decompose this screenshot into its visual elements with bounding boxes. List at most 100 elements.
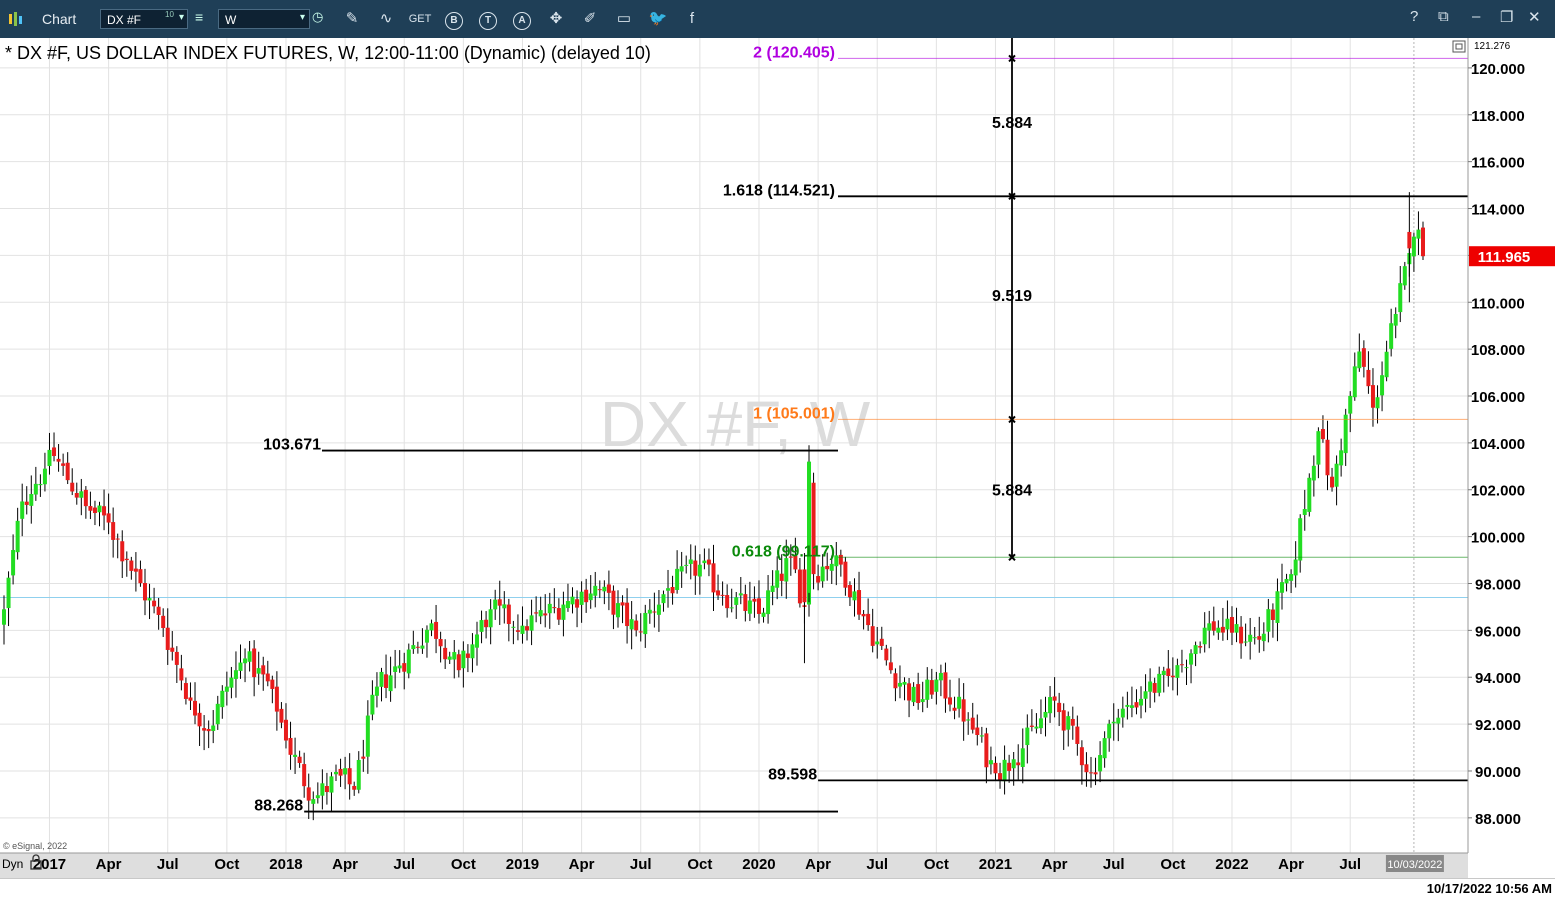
candle [393,649,398,689]
candle [1357,333,1362,372]
fib-label: 2 (120.405) [753,44,835,61]
candles [2,192,1425,821]
twitter-icon[interactable]: 🐦 [648,10,668,27]
candle [402,652,407,690]
candle [688,544,693,580]
toolbar: Chart DX #F 10 ▾ ≡ W ▾ ◷ ✎ ∿ GET B T A ✥ ✐ ▭ 🐦 f ?… [0,0,1555,39]
candle [629,601,634,650]
candle-body [1075,726,1080,744]
candle-body [920,699,925,703]
candle-body [1025,727,1030,746]
candle [1270,603,1275,638]
candle-body [1189,653,1194,665]
candle-body [133,568,138,572]
pencil-icon[interactable]: ✎ [345,10,359,27]
candle [747,581,752,622]
candle-body [1393,313,1398,326]
measure-label: 9.519 [992,288,1032,305]
candle-body [124,558,129,561]
scale-toggle-icon[interactable] [1452,40,1466,53]
candle [297,750,302,768]
candle-body [802,569,807,603]
candle-body [42,468,47,485]
candle [52,432,57,462]
candle [324,772,329,805]
close-icon[interactable]: ✕ [1528,9,1541,26]
b-circle-icon[interactable]: B [442,7,466,31]
x-tick-label: Jul [393,856,415,873]
candle [888,646,893,674]
candle [293,737,298,774]
x-tick-label: Apr [96,856,122,873]
candle-body [857,590,862,615]
candle [743,584,748,622]
candle-body [1311,465,1316,481]
a-circle-icon[interactable]: A [510,7,534,31]
candle [711,544,716,611]
candle [1266,598,1271,643]
y-tick-label: 118.000 [1471,108,1524,125]
candle-body [1289,574,1294,581]
candle-body [374,686,379,696]
candle-body [1398,283,1403,313]
chevron-down-icon[interactable]: ▾ [299,12,305,23]
restore-icon[interactable]: ❐ [1500,9,1514,26]
candle-body [111,522,116,540]
edit-icon[interactable]: ✐ [583,10,597,27]
candle [479,610,484,644]
minimize-icon[interactable]: – [1472,8,1481,25]
candle [1148,668,1153,708]
candle-body [829,563,834,571]
candle [579,581,584,623]
interval-select[interactable]: W ▾ [218,9,310,29]
candle [838,549,843,577]
x-tick-label: Oct [214,856,239,873]
candle [15,507,20,560]
candle [957,678,962,718]
get-icon[interactable]: GET [408,13,432,25]
candle [97,501,102,527]
x-tick-label: Jul [866,856,888,873]
candle-body [197,712,202,727]
candle-body [52,447,57,457]
candle-body [270,679,275,689]
level-label: 89.598 [768,766,817,783]
measure-label: 5.884 [992,483,1032,500]
clock-icon[interactable]: ◷ [312,9,324,24]
candle-body [379,671,384,687]
candle [779,554,784,597]
comment-icon[interactable]: ▭ [616,10,632,27]
symbol-input[interactable]: DX #F 10 ▾ [100,9,188,29]
candle-body [711,563,716,593]
candle [1348,391,1353,433]
help-icon[interactable]: ? [1410,8,1419,25]
candle-body [1366,369,1371,387]
candle [1061,703,1066,750]
measure-mark [1008,192,1016,201]
candle [1398,265,1403,323]
price-chart[interactable]: DX #F, W 2 (120.405) 1.618 (114.521) 1 (10… [0,38,1555,878]
candle-body [556,608,561,620]
wave-icon[interactable]: ∿ [379,10,393,27]
candle-body [902,681,907,685]
t-circle-icon[interactable]: T [476,7,500,31]
candle-body [311,799,316,804]
candle-body [1152,683,1157,693]
candle-body [807,461,812,593]
candle-body [643,612,648,635]
facebook-icon[interactable]: f [689,10,695,27]
lock-icon[interactable] [30,854,42,870]
candle-body [1257,636,1262,640]
candle [315,782,320,804]
candle [907,678,912,718]
measure-mark [1008,553,1016,562]
candle [620,595,625,624]
candle-body [884,648,889,661]
candle-body [1175,665,1180,678]
window-icon[interactable]: ⧉ [1438,8,1449,25]
menu-icon[interactable]: ≡ [195,9,204,25]
candle [538,596,543,625]
chevron-down-icon[interactable]: ▾ [178,12,184,23]
candle [979,726,984,743]
pin-icon[interactable]: ✥ [549,10,563,27]
